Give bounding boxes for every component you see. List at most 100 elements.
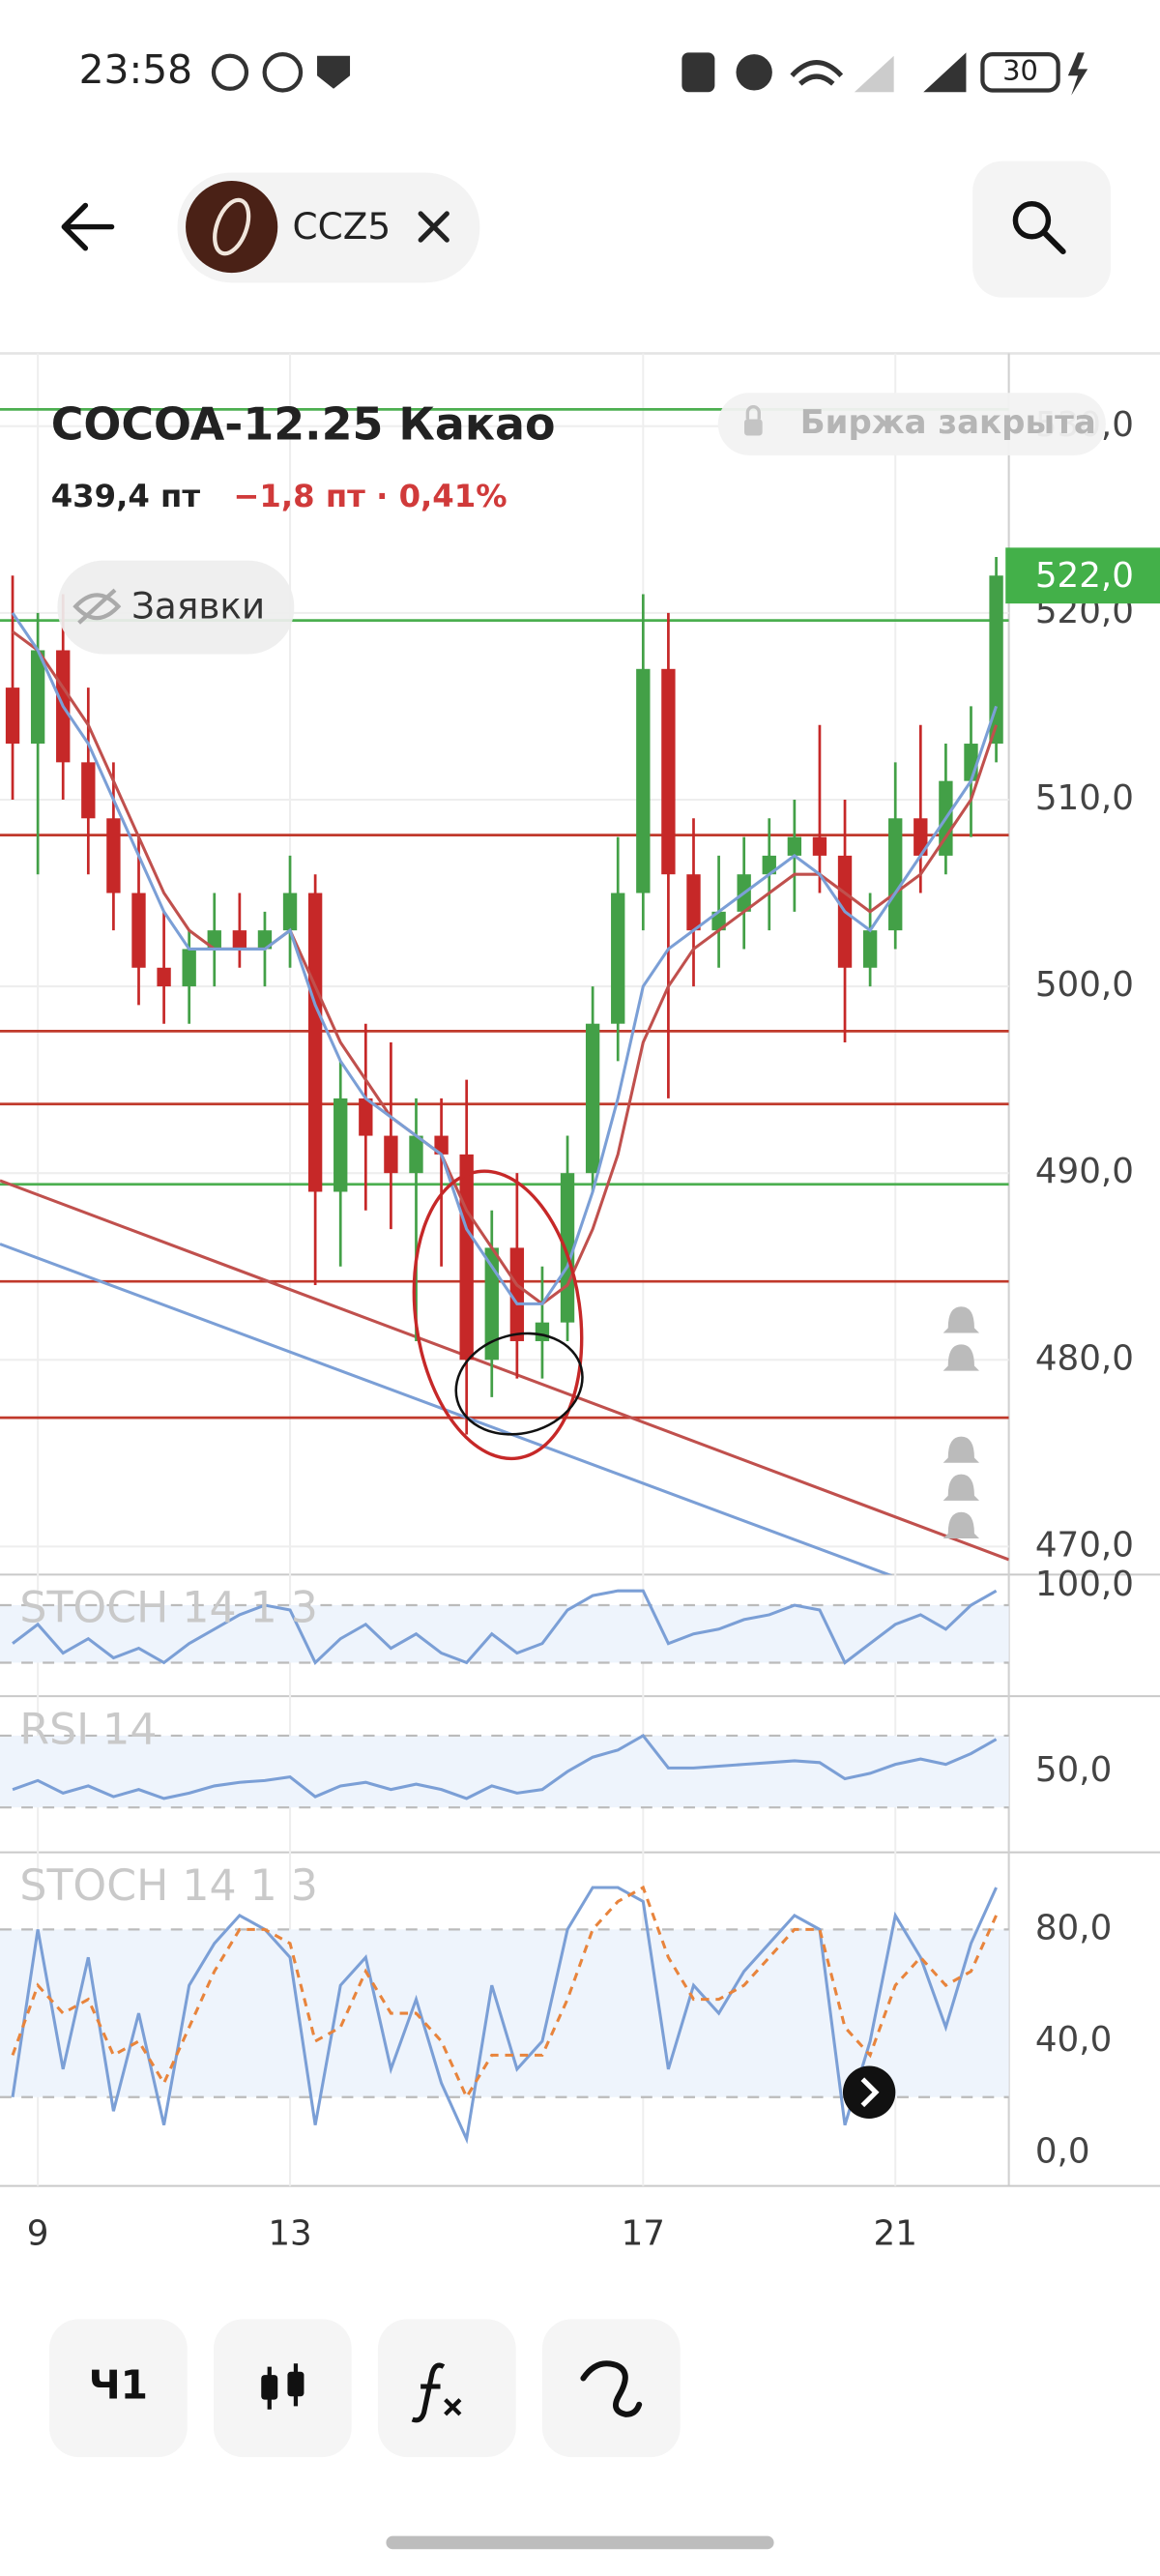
indicator-plot bbox=[12, 1733, 998, 1800]
y-tick-label: 490,0 bbox=[1035, 1152, 1134, 1191]
moving-average bbox=[12, 629, 999, 1306]
charging-icon bbox=[1067, 52, 1088, 96]
search-icon bbox=[1042, 230, 1066, 255]
y-tick-label: 510,0 bbox=[1035, 778, 1134, 818]
instrument-change: −1,8 пт · 0,41% bbox=[233, 478, 507, 514]
interval-label: Ч1 bbox=[89, 2362, 148, 2409]
indicator-line bbox=[11, 1886, 998, 2145]
x-tick-label: 17 bbox=[622, 2214, 665, 2254]
alarm-icon bbox=[736, 54, 772, 91]
candle-body bbox=[384, 1135, 398, 1174]
trend-line bbox=[0, 1179, 1009, 1562]
bell-icon[interactable] bbox=[942, 1436, 980, 1463]
bell-icon[interactable] bbox=[942, 1344, 980, 1371]
last-price-label: 522,0 bbox=[1035, 556, 1134, 596]
ticker-chip[interactable]: CCZ5 bbox=[177, 172, 480, 283]
drawing-button[interactable] bbox=[541, 2319, 681, 2458]
remove-icon[interactable] bbox=[418, 211, 450, 243]
button-background bbox=[541, 2319, 681, 2458]
candle-body bbox=[484, 1247, 499, 1361]
candle-body bbox=[636, 668, 651, 893]
market-status: Биржа закрыта bbox=[800, 403, 1096, 442]
y-tick-label: 500,0 bbox=[1035, 965, 1134, 1005]
candle-body bbox=[585, 1023, 600, 1174]
indicators-button[interactable] bbox=[377, 2319, 516, 2458]
moving-average bbox=[11, 612, 999, 1305]
candle-body bbox=[131, 893, 146, 968]
cocoa-logo bbox=[186, 180, 278, 274]
button-background bbox=[57, 560, 295, 655]
candle-body bbox=[434, 1135, 449, 1155]
y-tick-label: 100,0 bbox=[1035, 1565, 1134, 1604]
candle-body bbox=[762, 855, 776, 875]
bell-icon[interactable] bbox=[942, 1306, 980, 1333]
candle-body bbox=[282, 893, 298, 931]
y-tick-label: 80,0 bbox=[1035, 1908, 1112, 1947]
candle-body bbox=[560, 1173, 575, 1323]
x-tick-label: 13 bbox=[268, 2214, 311, 2254]
y-tick-label: 480,0 bbox=[1035, 1338, 1134, 1378]
battery-level: 30 bbox=[1002, 54, 1038, 87]
indicator-title: STOCH 14 1 3 bbox=[19, 1584, 318, 1633]
candle-body bbox=[334, 1098, 348, 1192]
trend-line bbox=[0, 1243, 893, 1575]
y-tick-label: 470,0 bbox=[1035, 1525, 1134, 1565]
signal-icon bbox=[854, 55, 894, 93]
candle-body bbox=[30, 650, 45, 745]
status-icon bbox=[317, 55, 351, 89]
hand-drawn-circle bbox=[454, 1332, 584, 1436]
chevron bbox=[860, 2077, 880, 2108]
hidden-icon bbox=[77, 588, 117, 625]
x-tick-label: 21 bbox=[874, 2214, 917, 2254]
alerts bbox=[942, 1306, 980, 1538]
indicator-title: RSI 14 bbox=[19, 1706, 157, 1755]
candle-body bbox=[359, 1098, 373, 1136]
status-bar: 23:58 30 bbox=[79, 46, 1088, 96]
wifi-icon bbox=[790, 60, 844, 86]
last-price-box bbox=[1005, 547, 1160, 604]
drawing-icon bbox=[580, 2360, 643, 2417]
bell-icon[interactable] bbox=[942, 1511, 980, 1538]
back-button[interactable] bbox=[61, 202, 115, 251]
fx-icon bbox=[444, 2398, 462, 2416]
hand-drawn-circle bbox=[412, 1169, 584, 1461]
candle-body bbox=[812, 836, 827, 856]
candle-body bbox=[711, 911, 726, 931]
chart-type-button[interactable] bbox=[213, 2319, 352, 2458]
candles-icon bbox=[287, 2371, 304, 2397]
level-band bbox=[0, 1929, 1009, 2097]
candle-body bbox=[5, 688, 20, 745]
indicator-plot bbox=[11, 1885, 998, 2145]
button-background bbox=[972, 161, 1112, 298]
cocoa-bean bbox=[213, 197, 251, 256]
level-band bbox=[0, 1735, 1009, 1808]
candle-body bbox=[81, 762, 96, 819]
scroll-button[interactable] bbox=[842, 2065, 896, 2119]
toolbar: Ч1 bbox=[48, 2319, 681, 2458]
scroll-button-bg bbox=[842, 2065, 896, 2119]
candle-body bbox=[661, 668, 676, 875]
status-chip bbox=[717, 393, 1106, 455]
indicator-line bbox=[12, 1733, 998, 1800]
bell-icon[interactable] bbox=[942, 1474, 980, 1501]
candle-body bbox=[257, 930, 273, 950]
candle-body bbox=[106, 818, 121, 893]
candle-body bbox=[686, 874, 701, 931]
fx-icon bbox=[411, 2362, 446, 2423]
battery-icon bbox=[980, 51, 1060, 93]
search-button[interactable] bbox=[972, 161, 1112, 298]
button-background bbox=[213, 2319, 352, 2458]
orders-button[interactable]: Заявки bbox=[57, 560, 295, 655]
y-tick-label: 40,0 bbox=[1035, 2020, 1112, 2060]
candles-icon bbox=[261, 2375, 278, 2400]
status-icon bbox=[262, 51, 304, 93]
interval-button[interactable]: Ч1 bbox=[48, 2319, 188, 2458]
instrument-info: COCOA-12.25 Какао 439,4 пт −1,8 пт · 0,4… bbox=[51, 393, 1106, 655]
header: CCZ5 bbox=[61, 161, 1112, 298]
candle-body bbox=[611, 893, 625, 1024]
candle-body bbox=[914, 818, 928, 856]
indicator-line bbox=[11, 1885, 998, 2101]
signal-icon bbox=[923, 52, 967, 93]
lock-icon bbox=[743, 419, 763, 436]
candle-body bbox=[409, 1135, 423, 1174]
